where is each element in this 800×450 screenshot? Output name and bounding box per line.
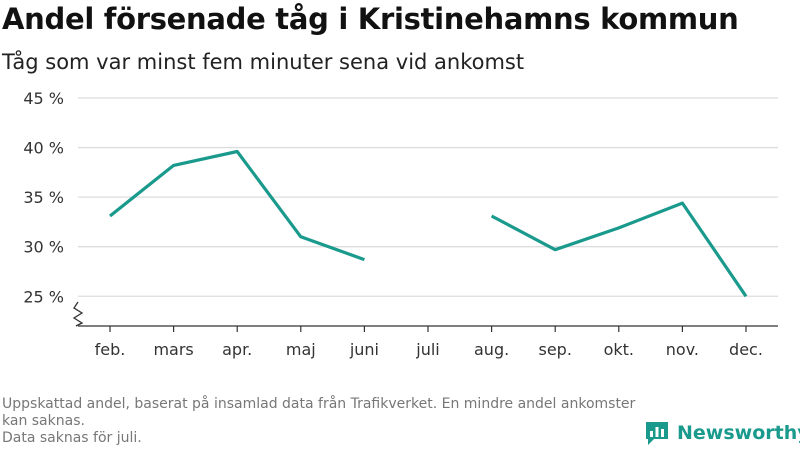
line-chart: 25 % 30 % 35 % 40 % 45 % feb. mars apr. maj juni… xyxy=(23,89,778,359)
brand-name: Newsworthy xyxy=(677,422,800,444)
x-tick-label: juli xyxy=(415,340,439,359)
x-tick-label: mars xyxy=(153,340,193,359)
y-tick-label: 35 % xyxy=(23,188,64,207)
y-tick-label: 30 % xyxy=(23,238,64,257)
chart-subtitle: Tåg som var minst fem minuter sena vid a… xyxy=(2,50,525,74)
y-tick-label: 45 % xyxy=(23,89,64,108)
x-tick-label: aug. xyxy=(474,340,509,359)
chart-title: Andel försenade tåg i Kristinehamns komm… xyxy=(2,2,739,36)
footnote-source: Uppskattad andel, baserat på insamlad da… xyxy=(2,396,636,429)
y-tick-label: 25 % xyxy=(23,287,64,306)
x-tick-label: juni xyxy=(349,340,379,359)
series-line xyxy=(109,149,365,262)
x-tick-label: sep. xyxy=(538,340,571,359)
y-tick-label: 40 % xyxy=(23,139,64,158)
series-line xyxy=(490,201,748,298)
x-tick-label: dec. xyxy=(729,340,763,359)
x-tick-label: feb. xyxy=(95,340,126,359)
bar-chart-speech-bubble-icon xyxy=(646,422,668,445)
axis-break-icon xyxy=(72,301,84,327)
chart-footnote: Uppskattad andel, baserat på insamlad da… xyxy=(2,396,642,447)
x-tick-label: okt. xyxy=(604,340,634,359)
x-tick-label: maj xyxy=(286,340,316,359)
brand-logo: Newsworthy xyxy=(644,420,800,446)
x-tick-label: nov. xyxy=(666,340,699,359)
x-tick-label: apr. xyxy=(222,340,252,359)
footnote-missing-data: Data saknas för juli. xyxy=(2,430,142,446)
